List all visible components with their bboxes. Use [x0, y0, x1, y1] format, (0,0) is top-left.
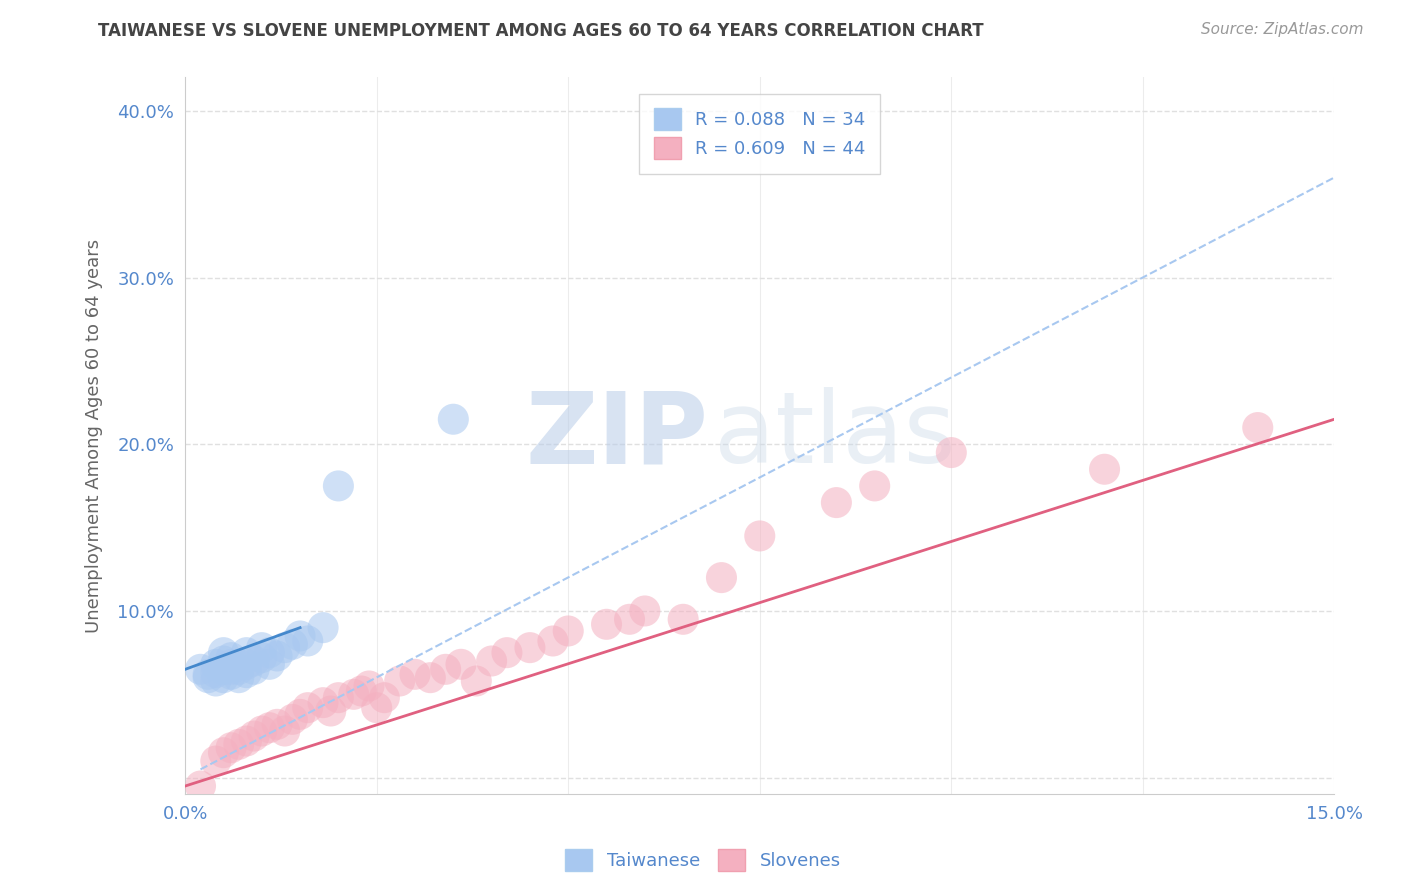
- Point: [350, 684, 373, 698]
- Point: [219, 650, 242, 665]
- Point: [710, 571, 733, 585]
- Point: [204, 665, 226, 680]
- Point: [266, 717, 288, 731]
- Point: [243, 662, 266, 676]
- Point: [328, 479, 350, 493]
- Point: [297, 700, 319, 714]
- Point: [250, 640, 273, 655]
- Point: [748, 529, 770, 543]
- Point: [190, 662, 212, 676]
- Point: [863, 479, 886, 493]
- Point: [419, 671, 441, 685]
- Point: [259, 646, 281, 660]
- Point: [266, 648, 288, 663]
- Point: [281, 637, 304, 651]
- Point: [243, 654, 266, 668]
- Point: [259, 721, 281, 735]
- Point: [235, 646, 257, 660]
- Point: [235, 657, 257, 672]
- Point: [481, 654, 503, 668]
- Point: [228, 657, 250, 672]
- Point: [228, 662, 250, 676]
- Point: [672, 612, 695, 626]
- Point: [328, 690, 350, 705]
- Text: ZIP: ZIP: [526, 387, 709, 484]
- Point: [259, 657, 281, 672]
- Point: [619, 612, 641, 626]
- Point: [219, 657, 242, 672]
- Point: [595, 617, 617, 632]
- Point: [274, 640, 297, 655]
- Point: [212, 746, 235, 760]
- Point: [434, 662, 457, 676]
- Point: [288, 629, 311, 643]
- Point: [343, 687, 366, 701]
- Text: TAIWANESE VS SLOVENE UNEMPLOYMENT AMONG AGES 60 TO 64 YEARS CORRELATION CHART: TAIWANESE VS SLOVENE UNEMPLOYMENT AMONG …: [98, 22, 984, 40]
- Point: [1247, 420, 1270, 434]
- Point: [235, 734, 257, 748]
- Point: [465, 673, 488, 688]
- Point: [312, 696, 335, 710]
- Point: [441, 412, 464, 426]
- Point: [197, 671, 219, 685]
- Point: [519, 640, 541, 655]
- Text: Source: ZipAtlas.com: Source: ZipAtlas.com: [1201, 22, 1364, 37]
- Point: [212, 646, 235, 660]
- Point: [204, 754, 226, 768]
- Point: [357, 679, 380, 693]
- Point: [243, 729, 266, 743]
- Point: [197, 667, 219, 681]
- Point: [541, 634, 564, 648]
- Point: [235, 665, 257, 680]
- Point: [450, 657, 472, 672]
- Point: [634, 604, 657, 618]
- Point: [190, 779, 212, 793]
- Point: [1094, 462, 1116, 476]
- Point: [212, 671, 235, 685]
- Point: [319, 704, 342, 718]
- Point: [250, 724, 273, 739]
- Point: [204, 673, 226, 688]
- Point: [219, 662, 242, 676]
- Point: [388, 673, 411, 688]
- Point: [219, 740, 242, 755]
- Point: [373, 690, 395, 705]
- Point: [204, 657, 226, 672]
- Point: [228, 671, 250, 685]
- Point: [825, 495, 848, 509]
- Point: [404, 667, 426, 681]
- Point: [212, 654, 235, 668]
- Point: [281, 712, 304, 726]
- Point: [557, 624, 579, 638]
- Point: [941, 445, 963, 459]
- Point: [297, 634, 319, 648]
- Legend: Taiwanese, Slovenes: Taiwanese, Slovenes: [558, 842, 848, 879]
- Point: [219, 667, 242, 681]
- Legend: R = 0.088   N = 34, R = 0.609   N = 44: R = 0.088 N = 34, R = 0.609 N = 44: [640, 94, 880, 174]
- Point: [366, 700, 388, 714]
- Point: [288, 707, 311, 722]
- Y-axis label: Unemployment Among Ages 60 to 64 years: Unemployment Among Ages 60 to 64 years: [86, 239, 103, 633]
- Point: [496, 646, 519, 660]
- Text: atlas: atlas: [714, 387, 956, 484]
- Point: [250, 650, 273, 665]
- Point: [312, 621, 335, 635]
- Point: [228, 737, 250, 751]
- Point: [274, 724, 297, 739]
- Point: [212, 662, 235, 676]
